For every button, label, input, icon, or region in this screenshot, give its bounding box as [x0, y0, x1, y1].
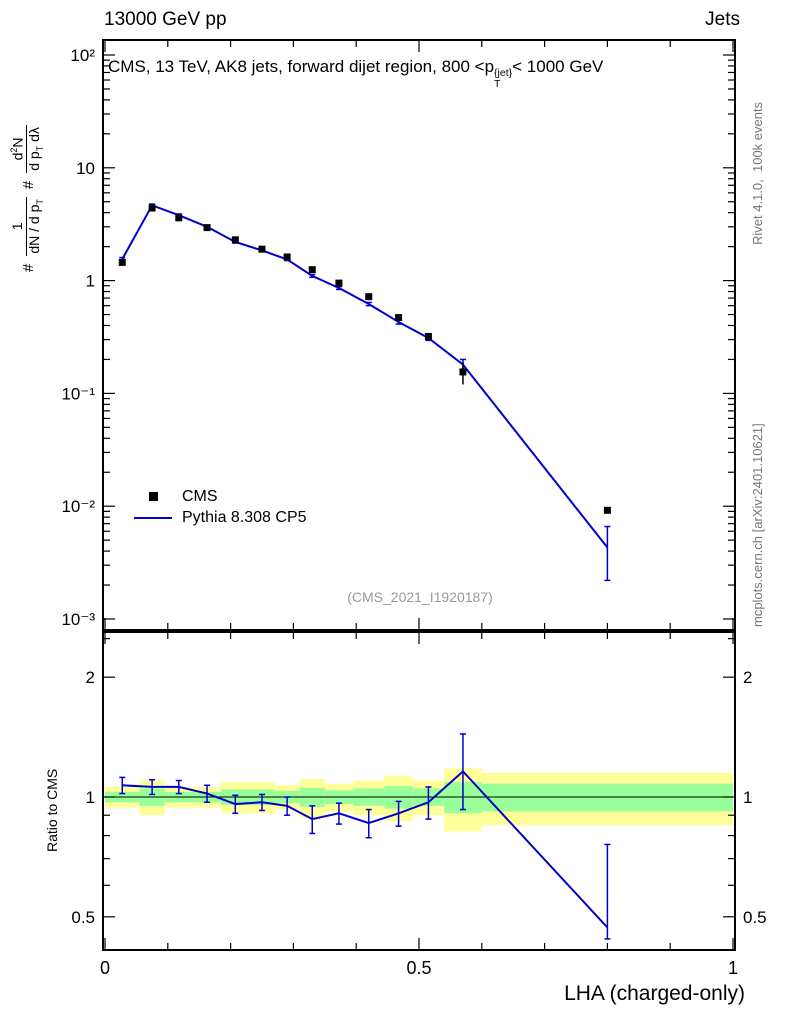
x-tick-label: 0.5	[406, 958, 431, 978]
frac2-denominator: d pT dλ	[26, 125, 46, 173]
main-frame	[102, 39, 736, 631]
legend: CMS Pythia 8.308 CP5	[132, 486, 307, 528]
x-tick-label: 1	[728, 958, 738, 978]
frac1-numerator: 1	[9, 222, 26, 231]
ratio-line	[122, 769, 609, 929]
cms-data-point	[258, 245, 266, 253]
plot-title-post: < 1000 GeV	[512, 57, 604, 76]
ratio-y-tick-label-right: 2	[743, 668, 752, 687]
cms-marker-icon	[132, 492, 174, 501]
frac2-numerator: d2N	[9, 135, 26, 162]
cms-data-point	[308, 266, 316, 274]
main-y-tick-label: 10²	[70, 46, 95, 65]
frac2-num-text2: N	[9, 137, 26, 148]
cms-data-point	[203, 224, 211, 232]
pt-superscript: {jet}	[494, 67, 513, 79]
frac2-den-sub: T	[34, 145, 45, 152]
process-label: Jets	[705, 9, 740, 30]
main-y-tick-label: 10⁻¹	[61, 384, 95, 403]
hash-symbol: #	[19, 263, 37, 272]
cms-data-point	[459, 368, 467, 376]
analysis-id-watermark: (CMS_2021_I1920187)	[347, 589, 493, 605]
cms-data-point	[395, 314, 403, 322]
legend-label-cms: CMS	[182, 487, 218, 505]
line-marker-icon	[134, 516, 172, 519]
differential-fraction: d2N d pT dλ	[9, 125, 46, 173]
rivet-version-note: Rivet 4.1.0, 100k events	[750, 101, 765, 245]
frac2-den-text: d p	[26, 151, 43, 171]
plot-title: CMS, 13 TeV, AK8 jets, forward dijet reg…	[108, 57, 603, 89]
beam-energy-label: 13000 GeV pp	[104, 9, 227, 30]
mcplots-arxiv-note: mcplots.cern.ch [arXiv:2401.10621]	[750, 423, 765, 627]
plot-title-pre: CMS, 13 TeV, AK8 jets, forward dijet reg…	[108, 57, 495, 76]
cms-data-point	[335, 279, 343, 287]
ratio-y-tick-label-right: 0.5	[743, 908, 767, 927]
normalization-fraction: 1 dN / d pT	[9, 197, 46, 256]
ratio-y-tick-label-left: 0.5	[71, 908, 95, 927]
cms-data-point	[603, 506, 611, 514]
cms-data-point	[283, 253, 291, 261]
x-axis-label: LHA (charged-only)	[564, 982, 745, 1005]
frac2-num-text: d	[9, 152, 26, 161]
pt-subscript: T	[494, 77, 501, 90]
legend-item-cms: CMS	[132, 486, 307, 507]
main-y-tick-label: 10⁻³	[61, 610, 95, 629]
cms-data-point	[175, 214, 183, 222]
hash-symbol: #	[19, 180, 37, 190]
main-y-tick-label: 10⁻²	[61, 497, 95, 516]
legend-label-pythia: Pythia 8.308 CP5	[182, 508, 307, 526]
frac1-denominator: dN / d pT	[25, 197, 46, 256]
ratio-y-axis-label: Ratio to CMS	[44, 768, 60, 852]
main-y-tick-label: 10	[76, 159, 95, 178]
pythia-line	[121, 204, 609, 549]
cms-data-point	[118, 258, 126, 266]
ratio-band-green	[481, 783, 733, 812]
main-y-tick-label: 1	[86, 272, 95, 291]
main-y-axis-label: # 1 dN / d pT # d2N d pT dλ	[6, 36, 50, 272]
ratio-y-tick-label-left: 2	[86, 668, 95, 687]
cms-data-point	[231, 236, 239, 244]
frac2-num-sup: 2	[9, 147, 20, 153]
ratio-y-tick-label-right: 1	[743, 788, 752, 807]
square-marker-icon	[148, 492, 158, 501]
pt-supsub: {jet} T	[494, 68, 512, 89]
frac1-den-sub: T	[34, 199, 45, 205]
x-tick-label: 0	[100, 958, 110, 978]
frac1-den-text: dN / d p	[25, 204, 42, 254]
frac2-den-text2: dλ	[26, 127, 43, 146]
legend-item-pythia: Pythia 8.308 CP5	[132, 507, 307, 528]
ratio-y-tick-label-left: 1	[86, 788, 95, 807]
pythia-line-icon	[132, 516, 174, 519]
cms-data-point	[148, 204, 156, 212]
cms-data-point	[424, 332, 432, 340]
cms-data-point	[365, 293, 373, 301]
